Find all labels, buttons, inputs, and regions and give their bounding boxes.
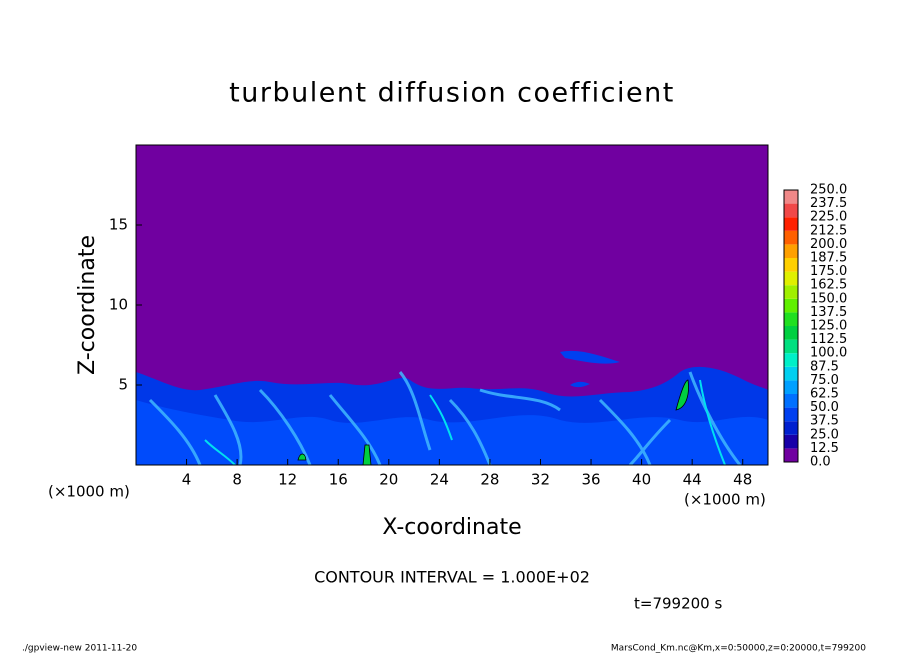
colorbar-band (784, 421, 798, 435)
x-tick-label: 28 (480, 471, 499, 489)
time-label: t=799200 s (634, 595, 722, 613)
y-tick-label: 10 (109, 296, 128, 314)
x-axis-label: X-coordinate (382, 515, 521, 540)
colorbar-band (784, 380, 798, 394)
colorbar-label: 37.5 (810, 414, 839, 429)
x-tick-label: 16 (329, 471, 348, 489)
colorbar-label: 75.0 (810, 373, 839, 388)
colorbar-band (784, 353, 798, 367)
colorbar-band (784, 244, 798, 258)
colorbar-band (784, 298, 798, 313)
colorbar-band (784, 203, 798, 218)
y-tick-label: 15 (109, 216, 128, 234)
colorbar-label: 200.0 (810, 237, 847, 252)
chart-title: turbulent diffusion coefficient (229, 78, 675, 109)
colorbar-band (784, 339, 798, 354)
colorbar-label: 237.5 (810, 196, 847, 211)
x-unit-label: (×1000 m) (684, 491, 766, 509)
x-tick-label: 48 (733, 471, 752, 489)
x-tick-label: 40 (632, 471, 651, 489)
x-tick-label: 12 (278, 471, 297, 489)
colorbar-label: 125.0 (810, 319, 847, 334)
colorbar-band (784, 312, 798, 326)
x-tick-label: 24 (430, 471, 449, 489)
colorbar-label: 150.0 (810, 291, 847, 306)
colorbar-label: 162.5 (810, 278, 847, 293)
colorbar-band (784, 258, 798, 272)
footer-right: MarsCond_Km.nc@Km,x=0:50000,z=0:20000,t=… (611, 644, 866, 654)
colorbar-label: 212.5 (810, 223, 847, 238)
x-tick-label: 20 (379, 471, 398, 489)
colorbar-band (784, 366, 798, 381)
colorbar-label: 187.5 (810, 251, 847, 266)
colorbar-label: 0.0 (810, 455, 831, 470)
colorbar-band (784, 217, 798, 231)
colorbar-band (784, 271, 798, 286)
y-axis-label: Z-coordinate (75, 235, 100, 375)
colorbar-band (784, 394, 798, 408)
footer-left: ./gpview-new 2011-11-20 (22, 644, 137, 654)
colorbar-label: 175.0 (810, 264, 847, 279)
colorbar-label: 137.5 (810, 305, 847, 320)
colorbar-frame (783, 189, 799, 463)
y-tick-label: 5 (118, 376, 128, 394)
x-tick-label: 36 (581, 471, 600, 489)
colorbar-band (784, 407, 798, 422)
x-unit-label: (×1000 m) (48, 483, 130, 501)
contour-interval: CONTOUR INTERVAL = 1.000E+02 (314, 568, 590, 587)
colorbar-band (784, 230, 798, 245)
colorbar-label: 225.0 (810, 210, 847, 225)
x-tick-label: 4 (182, 471, 192, 489)
colorbar-label: 87.5 (810, 359, 839, 374)
colorbar-band (784, 326, 798, 340)
colorbar-label: 250.0 (810, 183, 847, 198)
colorbar-band (784, 190, 798, 204)
colorbar-band (784, 448, 798, 462)
x-tick-label: 8 (232, 471, 242, 489)
colorbar-label: 25.0 (810, 427, 839, 442)
x-tick-label: 44 (683, 471, 702, 489)
colorbar-band (784, 285, 798, 299)
colorbar-label: 112.5 (810, 332, 847, 347)
colorbar-label: 100.0 (810, 346, 847, 361)
colorbar-label: 12.5 (810, 441, 839, 456)
colorbar-label: 50.0 (810, 400, 839, 415)
plot-area (135, 144, 769, 466)
turbulent-layer (136, 350, 768, 465)
colorbar-label: 62.5 (810, 387, 839, 402)
colorbar-band (784, 434, 798, 449)
x-tick-label: 32 (531, 471, 550, 489)
